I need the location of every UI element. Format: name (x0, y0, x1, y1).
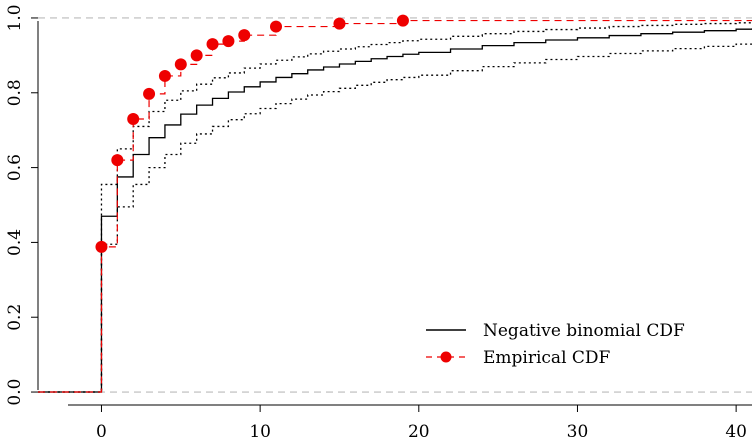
empirical-point (222, 35, 235, 48)
empirical-point (111, 154, 124, 167)
x-tick-label: 30 (567, 422, 589, 442)
empirical-points (95, 14, 409, 253)
y-axis-ticks: 0.0 0.2 0.4 0.6 0.8 1.0 (5, 4, 38, 406)
y-tick-label: 0.4 (5, 229, 25, 256)
empirical-point (206, 38, 219, 51)
y-tick-label: 0.0 (5, 379, 25, 406)
y-tick-label: 0.6 (5, 154, 25, 181)
empirical-point (143, 87, 156, 100)
legend: Negative binomial CDF Empirical CDF (426, 321, 685, 368)
legend-label-model: Negative binomial CDF (483, 321, 685, 341)
confidence-band-line-1 (38, 22, 752, 393)
empirical-point (127, 112, 140, 125)
x-tick-label: 20 (408, 422, 430, 442)
empirical-point (238, 29, 251, 42)
y-tick-label: 0.2 (5, 304, 25, 331)
empirical-point (396, 14, 409, 27)
x-tick-label: 10 (249, 422, 271, 442)
model-cdf-line (38, 28, 752, 393)
x-axis-ticks: 0 10 20 30 40 (96, 405, 747, 442)
empirical-point (174, 58, 187, 71)
x-tick-label: 0 (96, 422, 107, 442)
reference-lines (38, 17, 752, 393)
empirical-point (270, 20, 282, 33)
empirical-point (158, 69, 171, 82)
y-tick-label: 1.0 (5, 4, 25, 31)
legend-label-empirical: Empirical CDF (483, 348, 611, 368)
legend-swatch-empirical-point (440, 351, 452, 363)
confidence-band-line-2 (38, 43, 752, 393)
empirical-point (333, 17, 346, 30)
x-tick-label: 40 (725, 422, 747, 442)
empirical-point (95, 240, 108, 253)
series-layer (38, 19, 752, 393)
y-tick-label: 0.8 (5, 79, 25, 106)
empirical-point (190, 49, 203, 62)
